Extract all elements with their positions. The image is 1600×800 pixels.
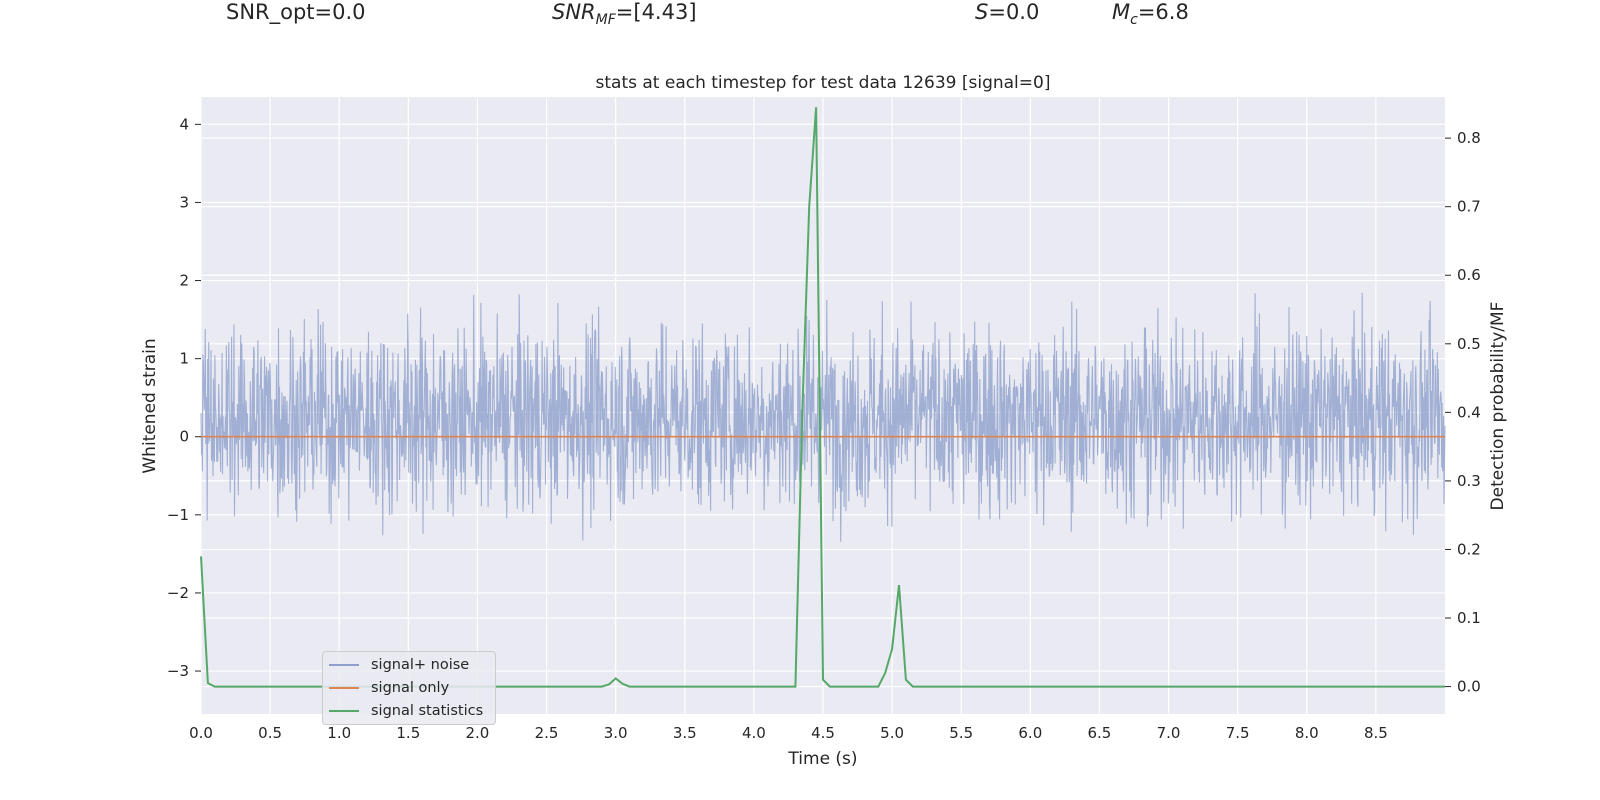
x-tick-label: 3.5 — [673, 724, 697, 742]
y-left-tick-label: −1 — [167, 506, 189, 524]
y-right-tick-label: 0.6 — [1457, 266, 1481, 284]
x-tick-label: 8.0 — [1295, 724, 1319, 742]
x-tick-label: 7.0 — [1157, 724, 1181, 742]
x-tick-label: 1.0 — [327, 724, 351, 742]
legend-swatch-signal — [329, 687, 359, 689]
y-right-tick-label: 0.5 — [1457, 335, 1481, 353]
x-tick-label: 2.0 — [466, 724, 490, 742]
y-left-tick-label: −3 — [167, 662, 189, 680]
snr-mf-sub: MF — [595, 12, 616, 29]
snr-mf-label: SNRMF=[4.43] — [552, 0, 697, 28]
s-label: S=0.0 — [975, 0, 1039, 24]
y-axis-right-label: Detection probability/MF — [1488, 302, 1508, 511]
x-tick-label: 0.5 — [258, 724, 282, 742]
y-left-tick-label: 3 — [179, 193, 189, 211]
y-left-tick-label: 1 — [179, 350, 189, 368]
x-tick-label: 6.5 — [1088, 724, 1112, 742]
y-left-tick-label: 0 — [179, 428, 189, 446]
legend-swatch-stats — [329, 710, 359, 712]
x-tick-label: 7.5 — [1226, 724, 1250, 742]
mc-value: =6.8 — [1137, 0, 1189, 24]
snr-opt-label: SNR_opt=0.0 — [226, 0, 366, 24]
x-tick-label: 6.0 — [1018, 724, 1042, 742]
x-tick-label: 1.5 — [396, 724, 420, 742]
x-tick-label: 5.0 — [880, 724, 904, 742]
x-tick-label: 8.5 — [1364, 724, 1388, 742]
snr-mf-value: =[4.43] — [615, 0, 697, 24]
snr-mf-main: SNR — [552, 0, 596, 24]
stats-series-layer — [200, 107, 1445, 688]
y-left-tick-label: −2 — [167, 584, 189, 602]
legend-label-noise: signal+ noise — [371, 657, 470, 673]
x-axis-label: Time (s) — [787, 749, 857, 769]
legend-item-stats: signal statistics — [329, 701, 483, 721]
y-right-tick-label: 0.7 — [1457, 198, 1481, 216]
legend-item-signal: signal only — [329, 678, 449, 698]
x-tick-label: 5.5 — [949, 724, 973, 742]
s-value: =0.0 — [988, 0, 1040, 24]
s-main: S — [975, 0, 989, 24]
legend-swatch-noise — [329, 664, 359, 666]
y-left-tick-label: 4 — [179, 115, 189, 133]
series-line-signal-plus-noise — [200, 292, 1446, 542]
chart-title: stats at each timestep for test data 126… — [596, 73, 1051, 93]
y-left-tick-label: 2 — [179, 272, 189, 290]
legend-label-stats: signal statistics — [371, 703, 484, 719]
legend: signal+ noise signal only signal statist… — [322, 651, 496, 725]
noise-series-layer — [200, 292, 1446, 542]
y-right-tick-label: 0.2 — [1457, 540, 1481, 558]
y-axis-left-label: Whitened strain — [140, 338, 160, 473]
series-line-signal-statistics — [200, 107, 1445, 688]
legend-label-signal: signal only — [371, 680, 450, 696]
y-right-tick-label: 0.3 — [1457, 472, 1481, 490]
tick-labels: 0.0 0.5 1.0 1.5 2.0 2.5 3.0 3.5 4.0 4.5 5.0 5.5 6.0 6… — [167, 115, 1481, 742]
y-right-tick-label: 0.1 — [1457, 609, 1481, 627]
y-right-tick-label: 0.4 — [1457, 403, 1481, 421]
y-right-tick-label: 0.0 — [1457, 678, 1481, 696]
y-right-tick-label: 0.8 — [1457, 129, 1481, 147]
mc-main: M — [1112, 0, 1131, 24]
x-tick-label: 2.5 — [535, 724, 559, 742]
mc-sub: c — [1130, 12, 1138, 29]
x-tick-label: 3.0 — [604, 724, 628, 742]
x-tick-label: 4.5 — [811, 724, 835, 742]
x-tick-label: 0.0 — [189, 724, 213, 742]
mc-label: Mc=6.8 — [1112, 0, 1189, 28]
legend-item-noise: signal+ noise — [329, 655, 469, 675]
x-tick-label: 4.0 — [742, 724, 766, 742]
